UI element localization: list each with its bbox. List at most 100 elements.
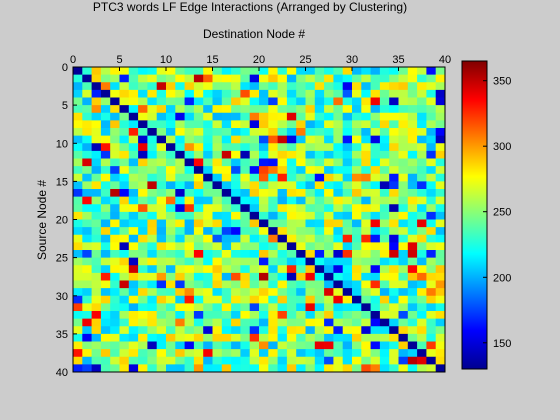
heatmap-cell <box>100 105 111 114</box>
heatmap-cell <box>259 89 269 98</box>
heatmap-cell <box>82 356 92 365</box>
y-axis-label: Source Node # <box>35 180 49 260</box>
heatmap-cell <box>435 67 446 75</box>
heatmap-cell <box>166 272 176 281</box>
heatmap-cell <box>193 181 204 190</box>
heatmap-cell <box>156 97 167 106</box>
heatmap-cell <box>342 349 353 358</box>
heatmap-cell <box>110 196 120 205</box>
heatmap-cell <box>314 234 325 243</box>
heatmap-cell <box>324 364 334 373</box>
heatmap-cell <box>259 166 269 175</box>
heatmap-cell <box>91 227 102 236</box>
heatmap-cell <box>426 204 437 213</box>
heatmap-cell <box>370 105 381 114</box>
heatmap-cell <box>212 341 223 350</box>
heatmap-cell <box>361 204 371 213</box>
heatmap-cell <box>240 349 251 358</box>
heatmap-cell <box>110 135 120 144</box>
heatmap-cell <box>286 311 297 319</box>
heatmap-cell <box>417 120 427 129</box>
heatmap-cell <box>82 288 92 297</box>
heatmap-cell <box>82 318 92 327</box>
heatmap-cell <box>231 272 241 281</box>
heatmap-cell <box>221 341 232 350</box>
heatmap-cell <box>324 189 334 197</box>
heatmap-cell <box>156 303 167 312</box>
heatmap-cell <box>268 135 278 144</box>
heatmap-cell <box>128 280 139 289</box>
heatmap-cell <box>73 196 83 205</box>
heatmap-cell <box>324 326 334 335</box>
heatmap-cell <box>240 242 251 251</box>
heatmap-cell <box>268 204 278 213</box>
heatmap-cell <box>361 272 371 281</box>
heatmap-cell <box>212 257 223 266</box>
heatmap-cell <box>268 112 278 121</box>
heatmap-cell <box>138 211 148 220</box>
heatmap-cell <box>175 181 185 190</box>
heatmap-cell <box>296 265 306 274</box>
heatmap-cell <box>259 326 269 335</box>
heatmap-cell <box>100 67 111 75</box>
heatmap-cell <box>342 158 353 167</box>
heatmap-cell <box>398 189 409 197</box>
heatmap-cell <box>147 280 158 289</box>
heatmap-cell <box>370 74 381 83</box>
heatmap-cell <box>352 135 362 144</box>
heatmap-cell <box>91 234 102 243</box>
heatmap-cell <box>286 242 297 251</box>
heatmap-cell <box>91 105 102 114</box>
heatmap-cell <box>175 204 185 213</box>
heatmap-cell <box>138 295 148 304</box>
heatmap-cell <box>305 280 316 289</box>
heatmap-cell <box>249 356 260 365</box>
heatmap-cell <box>426 82 437 91</box>
heatmap-cell <box>91 143 102 152</box>
heatmap-cell <box>398 181 409 190</box>
x-tick-label: 30 <box>346 54 358 66</box>
heatmap-cell <box>147 67 158 75</box>
heatmap-cell <box>166 341 176 350</box>
heatmap-cell <box>305 341 316 350</box>
heatmap-cell <box>249 82 260 91</box>
heatmap-cell <box>73 356 83 365</box>
heatmap-cell <box>407 288 418 297</box>
heatmap-cell <box>100 288 111 297</box>
heatmap-cell <box>128 74 139 83</box>
heatmap-cell <box>268 364 278 373</box>
heatmap-cell <box>221 311 232 319</box>
heatmap-cell <box>305 295 316 304</box>
heatmap-cell <box>324 257 334 266</box>
heatmap-cell <box>305 158 316 167</box>
heatmap-cell <box>314 204 325 213</box>
heatmap-cell <box>193 341 204 350</box>
heatmap-cell <box>342 356 353 365</box>
heatmap-cell <box>138 250 148 258</box>
heatmap-cell <box>435 295 446 304</box>
heatmap-cell <box>212 219 223 228</box>
heatmap-cell <box>221 128 232 136</box>
heatmap-cell <box>398 67 409 75</box>
heatmap-cell <box>417 219 427 228</box>
heatmap-cell <box>435 173 446 182</box>
x-tick-label: 5 <box>116 54 122 66</box>
heatmap-cell <box>184 166 195 175</box>
heatmap-cell <box>361 318 371 327</box>
heatmap-cell <box>128 67 139 75</box>
heatmap-cell <box>277 364 288 373</box>
heatmap-cell <box>128 303 139 312</box>
heatmap-cell <box>82 303 92 312</box>
heatmap-cell <box>407 158 418 167</box>
y-tick-label: 25 <box>56 253 68 265</box>
heatmap-cell <box>379 143 390 152</box>
heatmap-cell <box>110 82 120 91</box>
heatmap-cell <box>389 303 399 312</box>
heatmap-cell <box>352 356 362 365</box>
heatmap-cell <box>398 364 409 373</box>
heatmap-cell <box>333 82 344 91</box>
heatmap-cell <box>361 364 371 373</box>
heatmap-cell <box>324 67 334 75</box>
chart-title: PTC3 words LF Edge Interactions (Arrange… <box>93 0 407 14</box>
heatmap-cell <box>305 257 316 266</box>
